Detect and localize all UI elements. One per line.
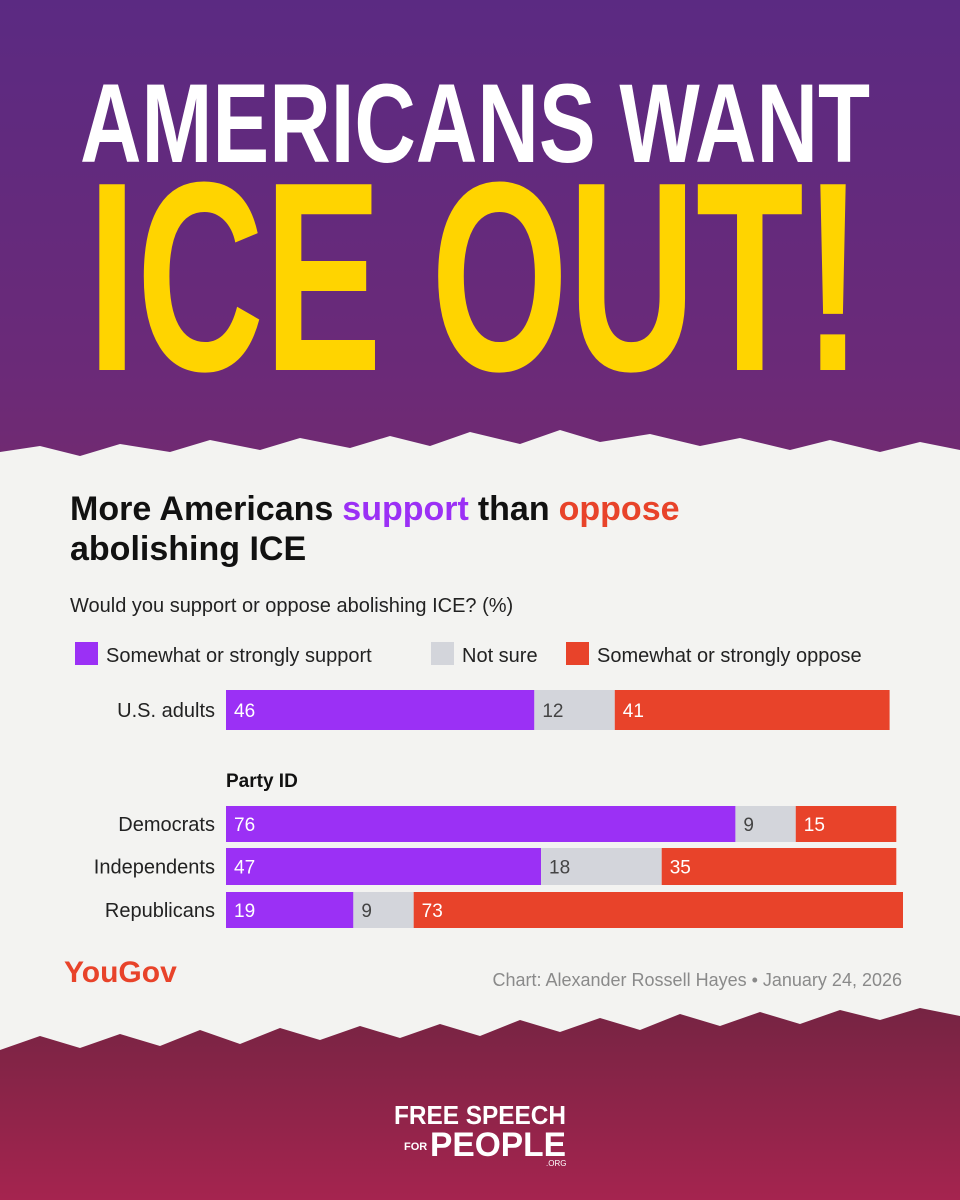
title-part: More Americans	[70, 490, 333, 528]
value-label: 9	[361, 901, 372, 922]
bar-segment	[661, 848, 897, 885]
legend-label: Not sure	[462, 645, 538, 667]
title-part: than	[478, 490, 550, 528]
value-label: 9	[743, 815, 754, 836]
bar-segment	[226, 848, 542, 885]
title-part: support	[342, 490, 469, 528]
value-label: 76	[234, 815, 255, 836]
value-label: 35	[670, 858, 691, 879]
value-label: 41	[623, 701, 644, 722]
source-logo: YouGov	[64, 956, 177, 989]
bar-segment	[614, 690, 890, 730]
footer-logo-org: .ORG	[546, 1159, 566, 1168]
legend-label: Somewhat or strongly oppose	[597, 645, 862, 667]
bar-segment	[413, 892, 903, 928]
group-label: Party ID	[226, 771, 298, 792]
headline-line-1: AMERICANS WANT	[80, 61, 870, 186]
value-label: 73	[422, 901, 443, 922]
row-label: Democrats	[118, 814, 215, 836]
footer-logo-for: FOR	[404, 1141, 427, 1153]
credit: Chart: Alexander Rossell Hayes • January…	[492, 970, 902, 990]
title-part: abolishing ICE	[70, 530, 306, 568]
value-label: 19	[234, 901, 255, 922]
bar-segment	[226, 892, 354, 928]
legend-swatch	[566, 642, 589, 665]
row-label: Republicans	[105, 900, 215, 922]
bar-segment	[541, 848, 662, 885]
legend-swatch	[431, 642, 454, 665]
headline-line-2: ICE OUT!	[88, 127, 863, 428]
value-label: 12	[542, 701, 563, 722]
bar-segment	[226, 806, 736, 842]
legend-label: Somewhat or strongly support	[106, 645, 372, 667]
value-label: 18	[549, 858, 570, 879]
chart-title: More Americans support than oppose abolishin…	[70, 490, 680, 568]
title-part: oppose	[559, 490, 680, 528]
chart-subtitle: Would you support or oppose abolishing I…	[70, 595, 513, 617]
legend-swatch	[75, 642, 98, 665]
footer-logo-line-1: FREE SPEECH	[394, 1100, 566, 1130]
bar-segment	[795, 806, 897, 842]
value-label: 47	[234, 858, 255, 879]
value-label: 46	[234, 701, 255, 722]
bar-segment	[353, 892, 414, 928]
bar-segment	[226, 690, 535, 730]
bar-segment	[534, 690, 615, 730]
footer-logo-line-2: PEOPLE	[430, 1126, 566, 1164]
bar-segment	[735, 806, 796, 842]
row-label: U.S. adults	[117, 700, 215, 722]
row-label: Independents	[94, 857, 215, 879]
value-label: 15	[804, 815, 825, 836]
